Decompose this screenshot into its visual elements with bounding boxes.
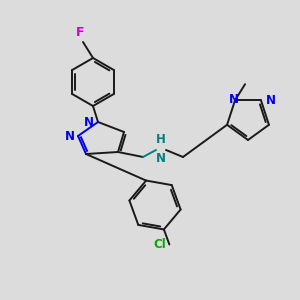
Text: F: F [76, 26, 84, 39]
Text: N: N [65, 130, 75, 142]
Text: N: N [84, 116, 94, 128]
Text: H: H [156, 133, 166, 146]
Text: Cl: Cl [154, 238, 166, 251]
Text: N: N [266, 94, 276, 107]
Text: N: N [156, 152, 166, 165]
Text: N: N [229, 93, 239, 106]
